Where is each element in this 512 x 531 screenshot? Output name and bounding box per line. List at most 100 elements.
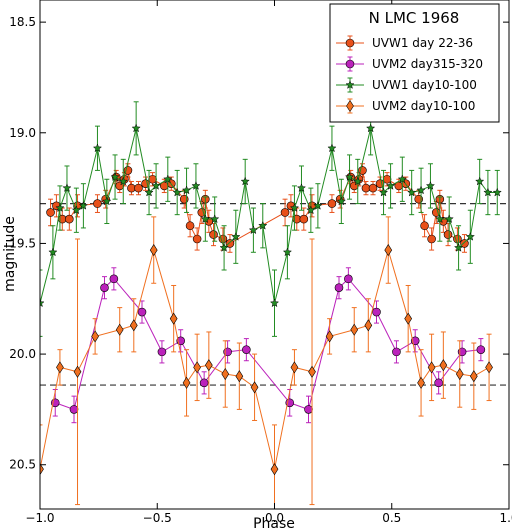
data-point (46, 208, 55, 217)
legend-label: UVM2 day10-100 (372, 99, 475, 113)
data-point (250, 381, 259, 394)
data-point (137, 307, 147, 317)
data-point (289, 203, 300, 212)
data-point (364, 319, 373, 332)
data-point (475, 176, 485, 186)
data-point (336, 196, 346, 206)
data-point (131, 123, 141, 133)
data-point (62, 183, 72, 193)
data-point (385, 181, 396, 190)
data-point (118, 176, 128, 186)
data-point (382, 174, 392, 184)
legend-marker (345, 38, 355, 48)
data-point (157, 347, 167, 357)
data-point (296, 183, 307, 193)
data-point (199, 378, 209, 388)
data-point (397, 174, 407, 184)
data-point (169, 312, 178, 325)
y-tick-label: 20.5 (9, 458, 36, 472)
data-point (420, 221, 429, 231)
data-point (56, 361, 64, 374)
legend-title: N LMC 1968 (369, 9, 460, 27)
x-axis-title: Phase (253, 516, 295, 531)
data-point (192, 234, 202, 244)
data-point (235, 370, 244, 383)
data-point (416, 185, 426, 195)
data-point (200, 214, 210, 224)
data-point (40, 298, 45, 308)
data-point (210, 214, 220, 224)
data-point (443, 230, 453, 239)
legend-marker (345, 59, 355, 69)
data-point (344, 172, 355, 182)
data-point (270, 463, 279, 476)
x-tick-label: 0.5 (382, 511, 401, 525)
legend-entry: UVM2 day315-320 (336, 56, 483, 72)
data-point (115, 323, 124, 336)
x-tick-label: 0.0 (265, 511, 284, 525)
y-tick-label: 20.0 (9, 347, 36, 361)
data-point (102, 196, 112, 206)
data-point (258, 220, 268, 230)
legend-entry: UVW1 day10-100 (336, 77, 477, 93)
data-point (191, 181, 201, 190)
data-point (182, 376, 191, 389)
legend-entry: UVM2 day10-100 (336, 98, 475, 114)
data-point (73, 365, 82, 378)
y-axis-ticks: 18.5 19.0 19.5 20.0 20.5 (9, 15, 509, 472)
data-point (444, 214, 454, 224)
series-line (40, 248, 490, 470)
data-point (435, 214, 445, 224)
data-point (427, 361, 436, 374)
data-point (100, 283, 109, 292)
data-point (242, 345, 251, 354)
data-point (240, 176, 250, 186)
data-point (353, 176, 363, 186)
data-point (91, 330, 99, 343)
x-tick-label: 1.0 (499, 511, 512, 525)
data-point (231, 231, 241, 241)
data-point (282, 247, 293, 257)
data-point (407, 187, 417, 197)
data-point (425, 181, 436, 190)
data-point (269, 298, 280, 308)
data-point (221, 367, 230, 381)
data-point (308, 365, 316, 378)
data-point (304, 405, 313, 414)
x-tick-label: −1.0 (25, 511, 54, 525)
legend-label: UVW1 day 22-36 (372, 36, 473, 50)
data-point (193, 361, 201, 374)
data-point (417, 376, 425, 389)
data-point (485, 361, 493, 374)
data-point (151, 181, 161, 190)
data-point (483, 187, 493, 197)
legend-entry: UVW1 day 22-36 (336, 35, 473, 51)
y-tick-label: 19.0 (9, 126, 36, 140)
data-point (110, 172, 120, 182)
data-point (378, 187, 389, 197)
data-point (327, 199, 337, 208)
data-point (134, 183, 143, 193)
data-point (465, 231, 475, 241)
y-tick-label: 18.5 (9, 15, 36, 29)
data-point (181, 185, 192, 195)
data-point (69, 405, 79, 414)
legend-label: UVM2 day315-320 (372, 57, 483, 71)
data-point (492, 187, 502, 197)
data-point (78, 200, 89, 210)
data-point (144, 187, 154, 197)
data-point (71, 205, 81, 215)
data-point (469, 370, 478, 383)
legend: N LMC 1968 UVW1 day 22-36 UVM2 day315-320… (329, 3, 500, 123)
data-point (427, 234, 436, 244)
data-point (453, 242, 464, 252)
data-point (148, 174, 157, 184)
data-point (109, 274, 119, 284)
data-point (290, 361, 299, 374)
data-point (40, 463, 44, 476)
x-axis-ticks: −1.0 −0.5 0.0 0.5 1.0 (25, 0, 512, 525)
series-3 (40, 101, 502, 337)
data-point (434, 378, 443, 388)
data-point (313, 200, 323, 210)
